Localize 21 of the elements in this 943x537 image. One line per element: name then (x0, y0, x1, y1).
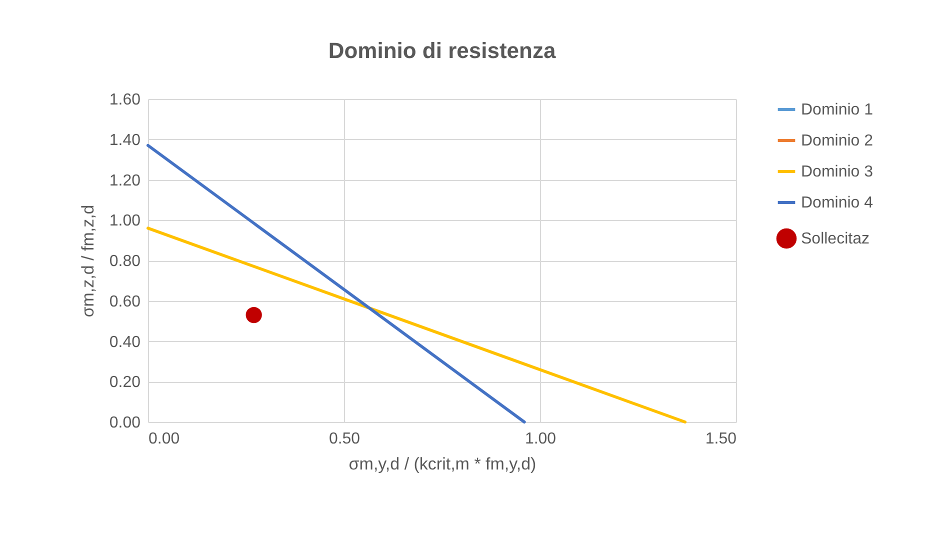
x-tick-label: 0.00 (148, 430, 180, 448)
y-axis-title: σm,z,d / fm,z,d (78, 204, 98, 318)
y-tick-label: 1.20 (109, 172, 141, 190)
x-axis-title: σm,y,d / (kcrit,m * fm,y,d) (348, 454, 536, 474)
y-tick-label: 0.80 (109, 253, 141, 270)
legend-label: Dominio 1 (801, 102, 874, 118)
y-tick-label: 0.60 (109, 293, 141, 310)
y-tick-label: 0.00 (109, 414, 141, 432)
legend-label: Dominio 4 (801, 194, 874, 212)
x-tick-label: 1.00 (524, 430, 556, 448)
y-tick-label: 0.40 (109, 334, 141, 351)
x-tick-label: 1.50 (705, 430, 737, 448)
legend-label: Dominio 2 (801, 132, 874, 150)
y-tick-label: 1.60 (109, 92, 141, 108)
legend-label: Dominio 3 (801, 164, 874, 180)
y-tick-label: 1.40 (109, 132, 141, 149)
y-tick-label: 0.20 (109, 374, 141, 392)
chart-title: Dominio di resistenza (328, 38, 556, 63)
legend-label: Sollecitaz (801, 230, 870, 248)
y-tick-label: 1.00 (109, 212, 141, 230)
x-tick-label: 0.50 (328, 430, 360, 448)
